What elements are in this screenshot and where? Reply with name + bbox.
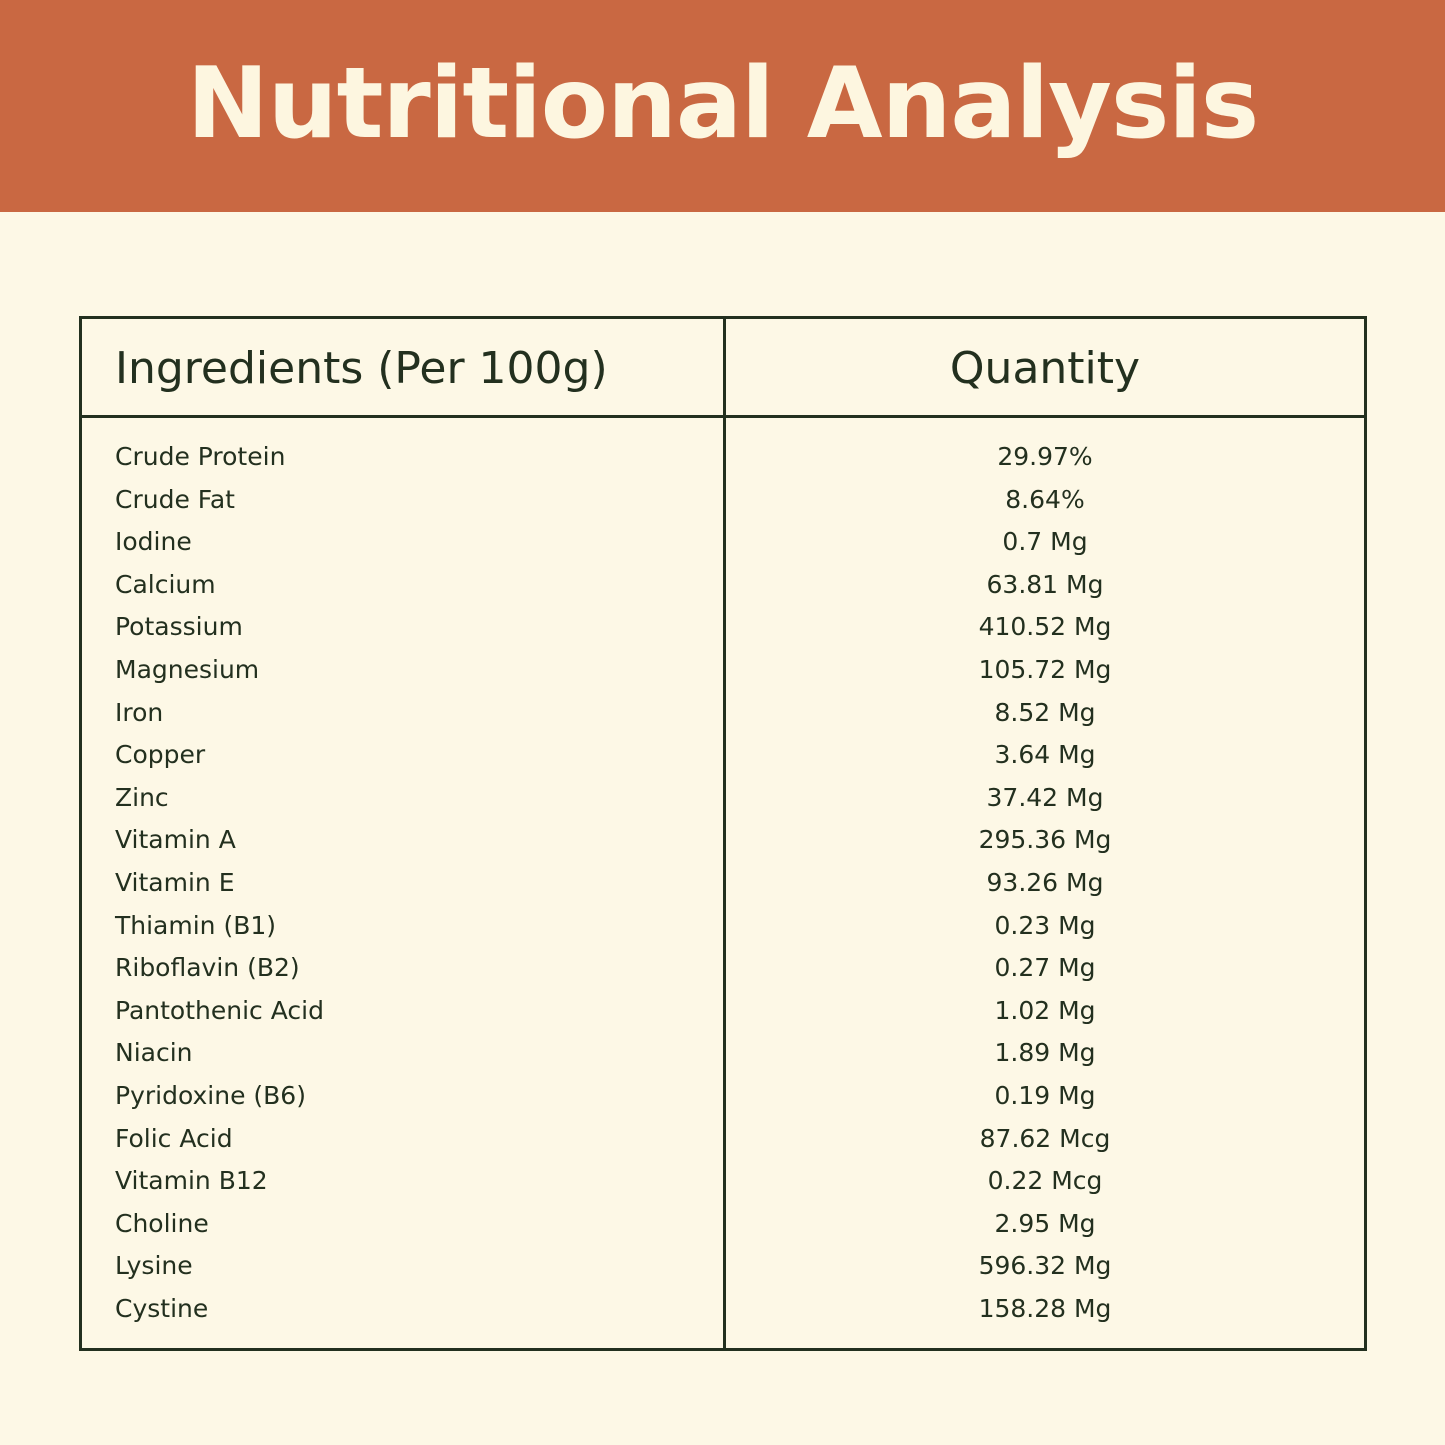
ingredient-quantity: 158.28 Mg (978, 1293, 1112, 1323)
ingredient-quantity: 2.95 Mg (994, 1208, 1096, 1238)
ingredient-quantity: 1.02 Mg (994, 995, 1096, 1025)
ingredient-name: Riboflavin (B2) (115, 953, 300, 983)
table-row: Lysine 596.32 Mg (82, 1245, 1364, 1288)
page-title: Nutritional Analysis (186, 47, 1259, 161)
ingredient-name: Choline (115, 1208, 209, 1238)
table-row: Iron 8.52 Mg (82, 692, 1364, 735)
ingredient-quantity: 295.36 Mg (978, 825, 1112, 855)
ingredient-quantity: 93.26 Mg (986, 867, 1104, 897)
table-row: Pantothenic Acid 1.02 Mg (82, 990, 1364, 1033)
ingredient-name: Vitamin A (115, 825, 236, 855)
ingredient-name: Crude Protein (115, 442, 286, 471)
ingredient-quantity: 87.62 Mcg (979, 1123, 1111, 1153)
ingredient-quantity: 8.64% (1005, 484, 1085, 514)
ingredient-name: Lysine (115, 1251, 193, 1281)
ingredient-quantity: 3.64 Mg (994, 740, 1096, 770)
table-row: Iodine 0.7 Mg (82, 521, 1364, 564)
table-row: Vitamin B12 0.22 Mcg (82, 1160, 1364, 1203)
ingredient-name: Crude Fat (115, 484, 235, 514)
table-row: Riboflavin (B2) 0.27 Mg (82, 947, 1364, 990)
ingredient-name: Zinc (115, 782, 169, 812)
ingredient-quantity: 0.27 Mg (994, 953, 1096, 983)
quantity-column-header: Quantity (949, 343, 1141, 394)
ingredient-name: Iodine (115, 527, 192, 557)
ingredient-quantity: 105.72 Mg (978, 654, 1112, 684)
ingredient-quantity: 0.22 Mcg (987, 1166, 1103, 1196)
table-row: Vitamin A 295.36 Mg (82, 819, 1364, 862)
ingredients-column-header: Ingredients (Per 100g) (115, 343, 608, 394)
ingredient-name: Cystine (115, 1293, 209, 1323)
ingredient-name: Calcium (115, 569, 216, 599)
column-divider (723, 319, 726, 1348)
table-row: Folic Acid 87.62 Mcg (82, 1118, 1364, 1161)
ingredient-name: Niacin (115, 1038, 193, 1068)
ingredient-name: Iron (115, 697, 164, 727)
table-row: Zinc 37.42 Mg (82, 777, 1364, 820)
table-row: Calcium 63.81 Mg (82, 564, 1364, 607)
header-band: Nutritional Analysis (0, 0, 1445, 212)
ingredient-quantity: 596.32 Mg (978, 1251, 1112, 1281)
table-row: Choline 2.95 Mg (82, 1203, 1364, 1246)
table-row: Magnesium 105.72 Mg (82, 649, 1364, 692)
ingredient-quantity: 0.23 Mg (994, 910, 1096, 940)
ingredient-name: Vitamin B12 (115, 1166, 268, 1196)
table-body: Crude Protein 29.97% Crude Fat 8.64% Iodine 0… (82, 436, 1364, 1330)
table-row: Copper 3.64 Mg (82, 734, 1364, 777)
ingredient-name: Pyridoxine (B6) (115, 1080, 306, 1110)
header-rule (82, 415, 1364, 418)
ingredient-name: Pantothenic Acid (115, 995, 324, 1025)
table-row: Vitamin E 93.26 Mg (82, 862, 1364, 905)
ingredient-name: Thiamin (B1) (115, 910, 277, 940)
table-row: Crude Protein 29.97% (82, 436, 1364, 479)
table-row: Cystine 158.28 Mg (82, 1288, 1364, 1331)
ingredient-quantity: 1.89 Mg (994, 1038, 1096, 1068)
nutrition-table: Ingredients (Per 100g) Quantity Crude Pr… (79, 316, 1367, 1351)
table-row: Crude Fat 8.64% (82, 479, 1364, 522)
ingredient-name: Folic Acid (115, 1123, 233, 1153)
ingredient-quantity: 63.81 Mg (986, 569, 1104, 599)
ingredient-name: Magnesium (115, 654, 260, 684)
table-row: Niacin 1.89 Mg (82, 1032, 1364, 1075)
ingredient-quantity: 8.52 Mg (994, 697, 1096, 727)
ingredient-quantity: 29.97% (997, 442, 1093, 471)
ingredient-quantity: 37.42 Mg (986, 782, 1104, 812)
ingredient-quantity: 0.7 Mg (1002, 527, 1088, 557)
ingredient-quantity: 0.19 Mg (994, 1080, 1096, 1110)
table-row: Thiamin (B1) 0.23 Mg (82, 905, 1364, 948)
ingredient-name: Copper (115, 740, 206, 770)
table-row: Pyridoxine (B6) 0.19 Mg (82, 1075, 1364, 1118)
ingredient-name: Potassium (115, 612, 243, 642)
ingredient-quantity: 410.52 Mg (978, 612, 1112, 642)
ingredient-name: Vitamin E (115, 867, 235, 897)
table-row: Potassium 410.52 Mg (82, 606, 1364, 649)
